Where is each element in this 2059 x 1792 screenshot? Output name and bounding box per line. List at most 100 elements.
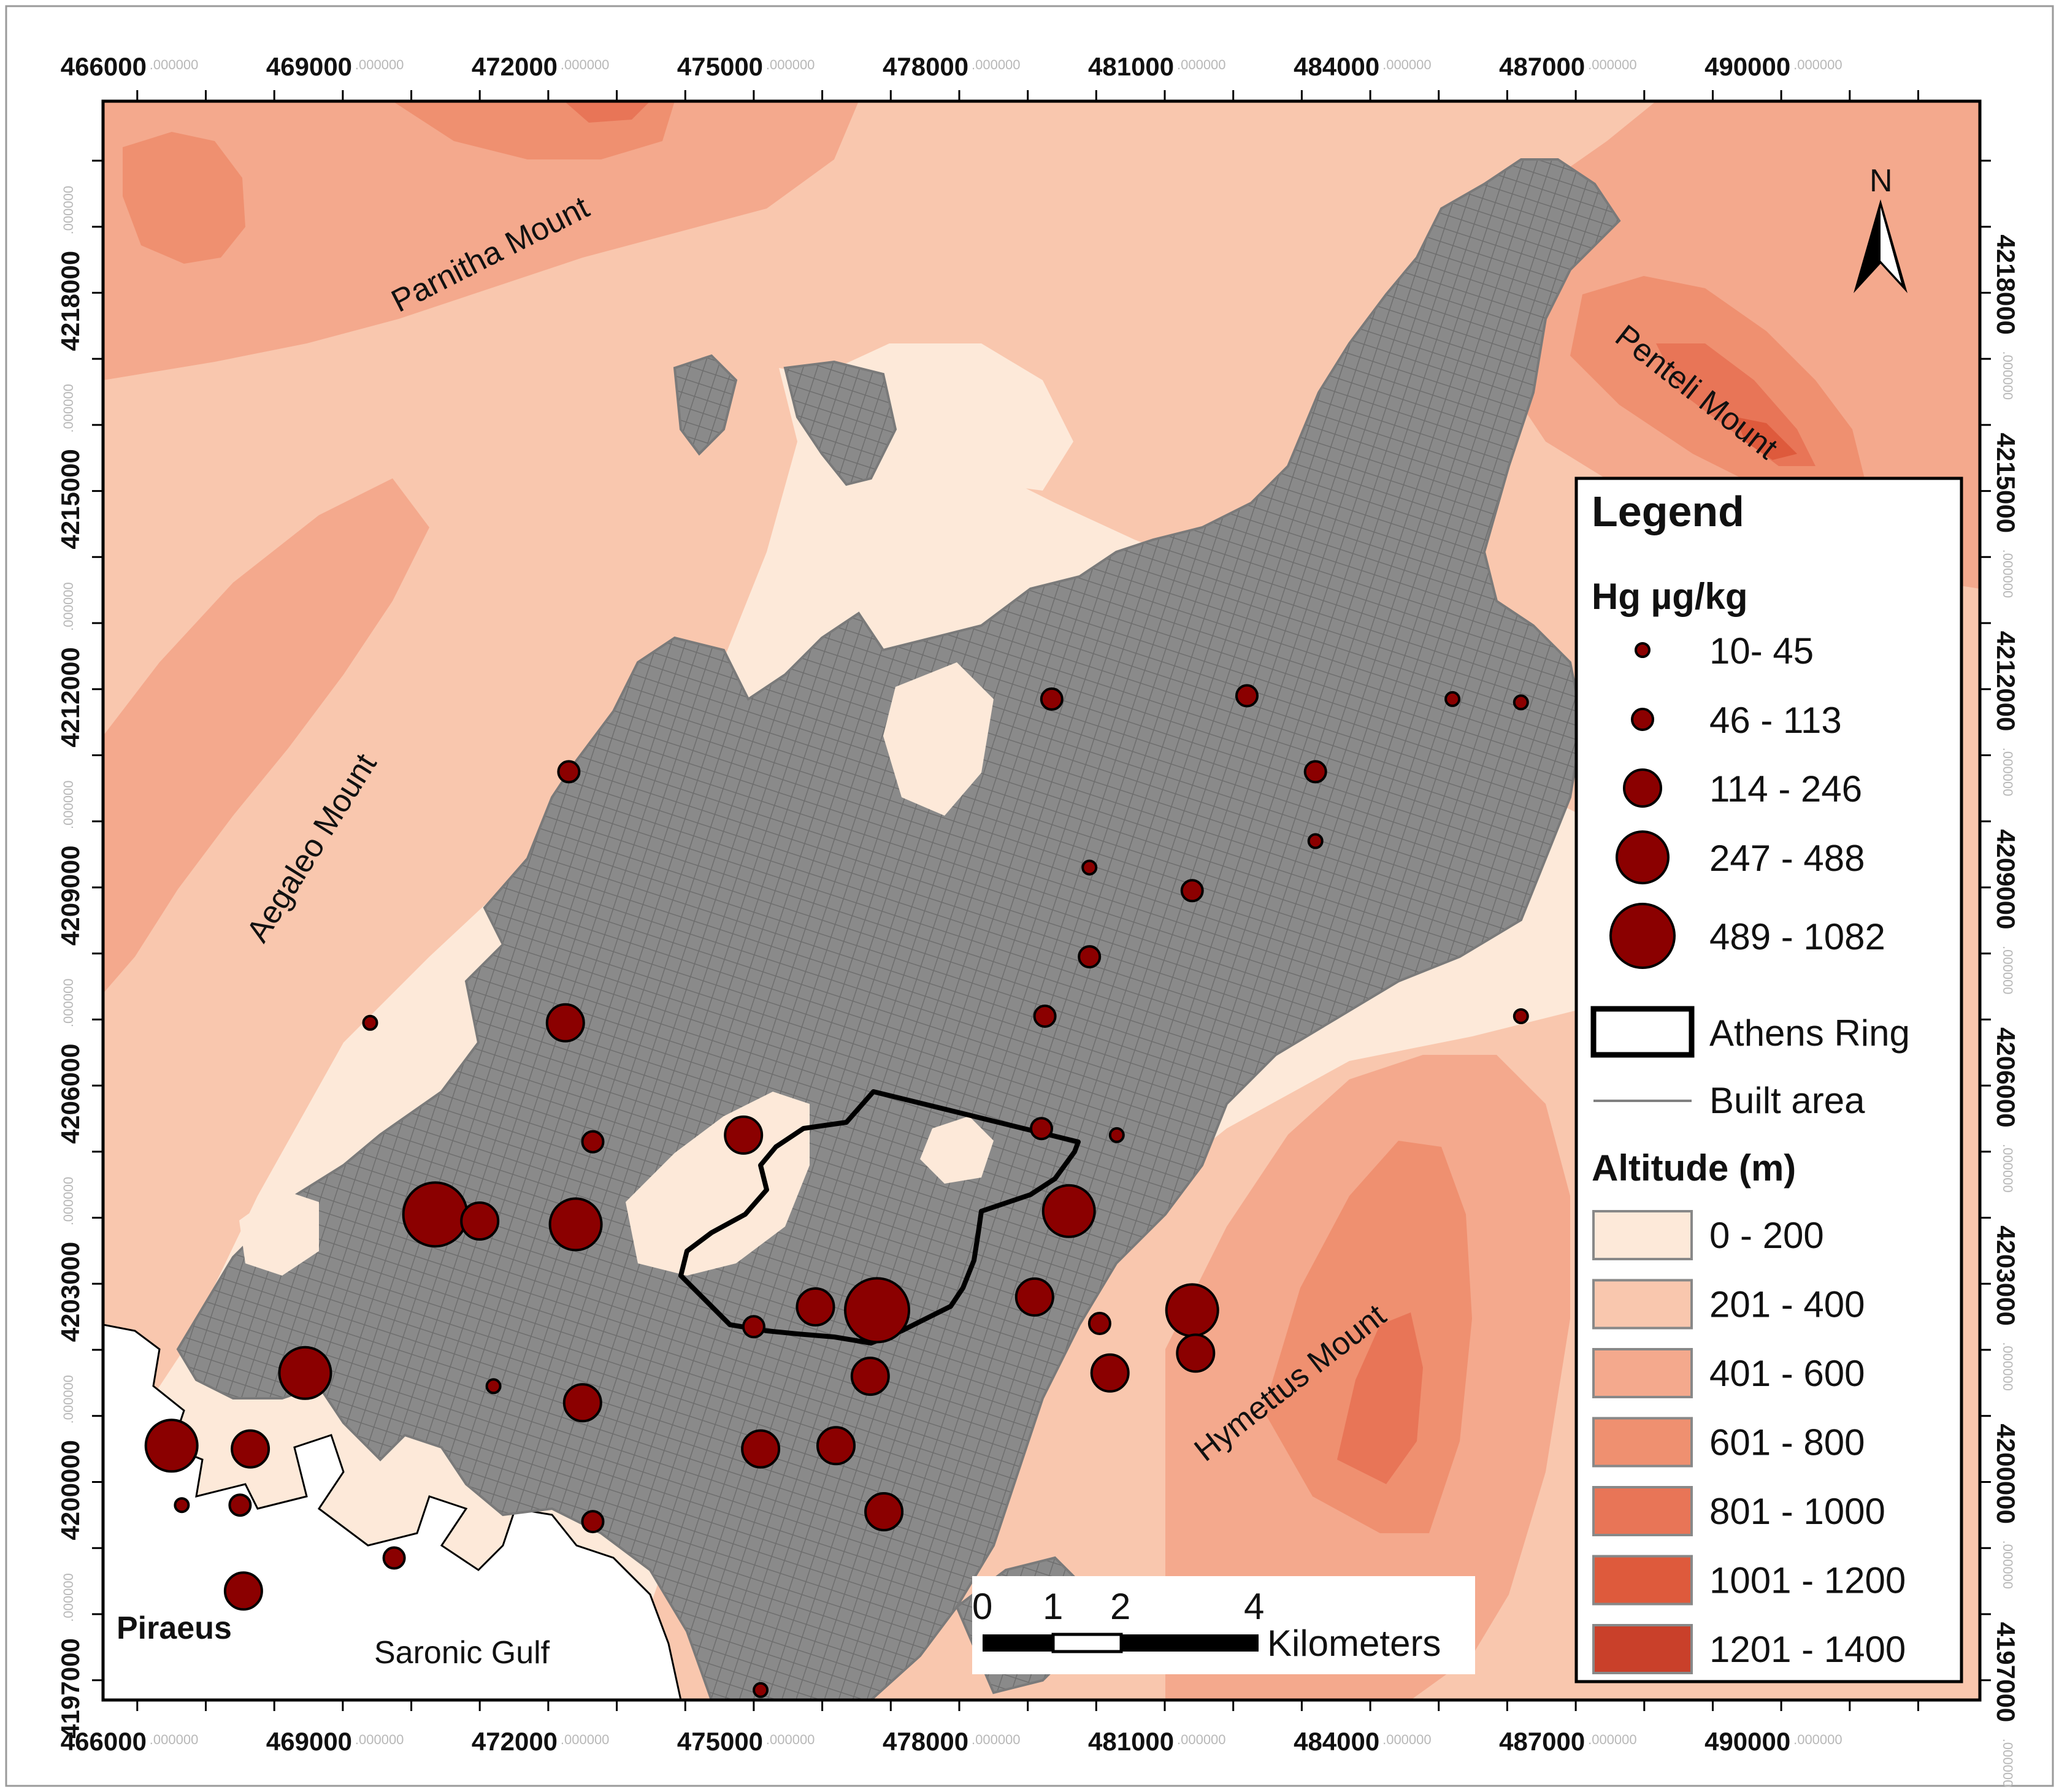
figure-border bbox=[5, 5, 2054, 1787]
y-tick-label-left: 4212000 .000000 bbox=[56, 582, 85, 748]
label-saronic-gulf: Saronic Gulf bbox=[374, 1635, 550, 1671]
athens-ring bbox=[678, 1089, 1081, 1346]
x-tick-decimals: .000000 bbox=[972, 1732, 1021, 1747]
hg-sample-point bbox=[1176, 1333, 1216, 1373]
y-tick-decimals: .000000 bbox=[2000, 1541, 2015, 1590]
y-tick-label-right: 4212000 .000000 bbox=[1992, 631, 2020, 797]
legend-hg-label: 114 - 246 bbox=[1709, 768, 1862, 810]
y-tick-value: 4218000 bbox=[56, 251, 85, 351]
hg-sample-point bbox=[402, 1181, 469, 1248]
y-tick-label-right: 4218000 .000000 bbox=[1992, 234, 2020, 400]
legend-alt-label: 601 - 800 bbox=[1709, 1422, 1865, 1463]
scale-bar: 0 1 2 4 Kilometers bbox=[972, 1576, 1475, 1674]
hg-sample-point bbox=[753, 1682, 769, 1698]
hg-sample-point bbox=[816, 1426, 856, 1466]
hg-sample-point bbox=[1513, 1008, 1529, 1024]
y-tick-value: 4209000 bbox=[1992, 829, 2020, 930]
built-area-northwest bbox=[673, 354, 738, 456]
hg-sample-point bbox=[1180, 879, 1204, 903]
hg-sample-point bbox=[223, 1571, 263, 1611]
x-tick-label-top: 475000 bbox=[677, 52, 763, 81]
y-tick-value: 4212000 bbox=[1992, 631, 2020, 732]
label-piraeus: Piraeus bbox=[117, 1610, 232, 1646]
legend-title: Legend bbox=[1592, 488, 1744, 535]
hg-sample-point bbox=[864, 1492, 904, 1531]
y-tick-decimals: .000000 bbox=[61, 1375, 76, 1424]
y-tick-value: 4197000 bbox=[1992, 1622, 2020, 1723]
hg-sample-point bbox=[844, 1277, 910, 1344]
y-tick-label-right: 4209000 .000000 bbox=[1992, 829, 2020, 995]
legend-alt-label: 401 - 600 bbox=[1709, 1353, 1865, 1394]
x-tick-label-bottom: 472000 bbox=[472, 1727, 558, 1756]
x-tick-label-bottom: 487000 bbox=[1499, 1727, 1585, 1756]
hg-sample-point bbox=[1307, 833, 1324, 849]
x-tick-decimals: .000000 bbox=[1793, 1732, 1842, 1747]
y-tick-decimals: .000000 bbox=[2000, 549, 2015, 599]
legend-hg-label: 489 - 1082 bbox=[1709, 916, 1885, 957]
hg-sample-point bbox=[581, 1510, 605, 1534]
x-tick-label-top: 490000 bbox=[1704, 52, 1790, 81]
hg-sample-point bbox=[460, 1201, 500, 1241]
y-tick-value: 4200000 bbox=[1992, 1424, 2020, 1525]
x-tick-decimals: .000000 bbox=[561, 57, 610, 72]
x-tick-decimals: .000000 bbox=[972, 57, 1021, 72]
altitude-band-801-1000-hymettus bbox=[1337, 1312, 1423, 1484]
hg-sample-point bbox=[1108, 1127, 1125, 1143]
y-tick-decimals: .000000 bbox=[61, 1177, 76, 1226]
hg-sample-point bbox=[742, 1315, 765, 1339]
legend-alt-swatch bbox=[1592, 1279, 1693, 1330]
legend-hg-symbol bbox=[1616, 830, 1670, 884]
x-tick-label-top: 478000 bbox=[883, 52, 968, 81]
altitude-band-801-1000-parnitha bbox=[564, 101, 650, 123]
legend-hg-symbol bbox=[1631, 708, 1654, 731]
hg-sample-point bbox=[1040, 687, 1064, 711]
y-tick-label-right: 4203000 .000000 bbox=[1992, 1225, 2020, 1391]
y-tick-decimals: .000000 bbox=[61, 1573, 76, 1622]
scale-tick-1: 1 bbox=[1043, 1586, 1063, 1627]
y-tick-value: 4203000 bbox=[56, 1242, 85, 1342]
y-tick-value: 4203000 bbox=[1992, 1225, 2020, 1326]
hg-sample-point bbox=[545, 1003, 585, 1043]
hg-sample-point bbox=[1030, 1117, 1053, 1141]
legend-alt-title: Altitude (m) bbox=[1592, 1147, 1796, 1189]
legend-alt-label: 1201 - 1400 bbox=[1709, 1629, 1906, 1670]
north-arrow-label: N bbox=[1869, 163, 1893, 199]
legend-ring-symbol bbox=[1590, 1006, 1695, 1058]
legend-alt-swatch bbox=[1592, 1348, 1693, 1398]
hg-sample-point bbox=[741, 1429, 781, 1469]
y-tick-label-left: 4218000 .000000 bbox=[56, 186, 85, 351]
y-tick-label-left: 4215000 .000000 bbox=[56, 384, 85, 549]
x-tick-label-top: 487000 bbox=[1499, 52, 1585, 81]
legend-ring-label: Athens Ring bbox=[1709, 1013, 1910, 1054]
y-tick-decimals: .000000 bbox=[61, 384, 76, 433]
hg-sample-point bbox=[174, 1497, 190, 1514]
legend-alt-classes: 0 - 200 201 - 400 401 - 600 601 - 800 801 - … bbox=[1592, 1210, 1906, 1674]
scale-unit: Kilometers bbox=[1267, 1623, 1441, 1664]
hg-sample-point bbox=[562, 1383, 602, 1423]
hg-sample-point bbox=[382, 1546, 406, 1570]
y-tick-label-left: 4209000 .000000 bbox=[56, 780, 85, 946]
x-tick-decimals: .000000 bbox=[561, 1732, 610, 1747]
x-tick-label-bottom: 481000 bbox=[1088, 1727, 1174, 1756]
hg-sample-point bbox=[1087, 1312, 1111, 1335]
x-tick-decimals: .000000 bbox=[1177, 1732, 1226, 1747]
x-tick-label-top: 466000 bbox=[61, 52, 147, 81]
legend: Legend Hg µg/kg 10- 45 46 - 113 114 - 246 2… bbox=[1574, 477, 1963, 1683]
hg-sample-point bbox=[1303, 760, 1327, 784]
legend-alt-swatch bbox=[1592, 1624, 1693, 1674]
legend-hg-symbol bbox=[1635, 642, 1651, 658]
y-tick-label-right: 4215000 .000000 bbox=[1992, 433, 2020, 599]
x-tick-decimals: .000000 bbox=[1588, 57, 1637, 72]
x-tick-label-top: 472000 bbox=[472, 52, 558, 81]
x-tick-decimals: .000000 bbox=[1382, 57, 1432, 72]
y-tick-decimals: .000000 bbox=[2000, 748, 2015, 797]
scale-tick-4: 4 bbox=[1244, 1586, 1264, 1627]
hg-sample-point bbox=[581, 1130, 605, 1154]
hg-sample-point bbox=[485, 1378, 502, 1395]
y-tick-value: 4218000 bbox=[1992, 234, 2020, 335]
hg-sample-point bbox=[1513, 694, 1529, 711]
x-tick-label-bottom: 490000 bbox=[1704, 1727, 1790, 1756]
legend-hg-label: 46 - 113 bbox=[1709, 700, 1842, 741]
open-space-ring bbox=[920, 1116, 994, 1184]
legend-box bbox=[1574, 477, 1963, 1683]
